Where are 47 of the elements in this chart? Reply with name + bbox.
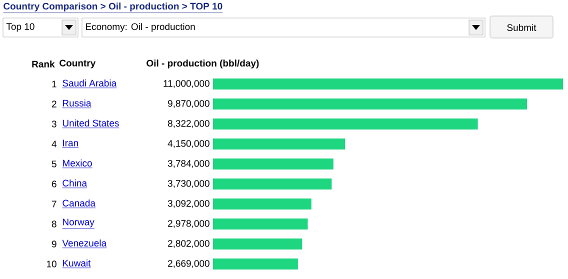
text: Submit: [507, 24, 536, 31]
data-label: 9,870,000: [168, 100, 210, 108]
y-tick-label: Venezuela: [62, 240, 107, 246]
y-tick-label: China: [62, 180, 88, 186]
bar: [213, 178, 332, 190]
data-label: 2,802,000: [168, 240, 210, 248]
text: 9: [52, 240, 56, 248]
text: 1: [52, 80, 56, 88]
data-label: 2,978,000: [168, 220, 210, 228]
y-tick-label: Kuwait: [62, 260, 91, 266]
bar: [213, 138, 346, 150]
text: 8: [52, 220, 56, 228]
bar: [213, 78, 564, 90]
bar: [213, 258, 298, 270]
text: Country Comparison > Oil - production > TOP 10: [4, 2, 222, 12]
bar: [213, 238, 302, 250]
y-tick-label: United States: [62, 120, 119, 126]
text: 2: [52, 100, 56, 108]
data-label: 4,150,000: [168, 140, 210, 148]
y-tick-label: Saudi Arabia: [62, 80, 117, 86]
text: 4: [52, 140, 57, 148]
bar: [213, 198, 312, 210]
data-label: 3,784,000: [168, 160, 210, 168]
text: Top 10: [6, 23, 34, 32]
bar: [213, 98, 528, 110]
y-tick-label: Russia: [62, 100, 92, 106]
bar: [213, 118, 478, 130]
data-label: 3,092,000: [168, 200, 210, 208]
text: 7: [52, 200, 56, 208]
y-axis-title: Country: [60, 60, 96, 68]
text: 3: [52, 120, 56, 128]
y-tick-label: Mexico: [62, 160, 92, 166]
data-label: 11,000,000: [164, 80, 210, 88]
data-label: 3,730,000: [168, 180, 210, 188]
data-label: 8,322,000: [168, 120, 210, 128]
y-tick-label: Canada: [62, 200, 96, 206]
text: Rank: [32, 60, 55, 68]
y-tick-label: Iran: [63, 140, 78, 146]
x-axis-title: Oil - production (bbl/day): [146, 60, 259, 68]
y-tick-label: Norway: [62, 218, 94, 228]
data-label: 2,669,000: [168, 260, 210, 268]
text: 10: [46, 260, 56, 268]
bar: [213, 218, 308, 230]
text: 5: [52, 160, 56, 168]
bar: [213, 158, 334, 170]
text: Economy: Oil - production: [86, 23, 195, 32]
text: 6: [52, 180, 56, 188]
